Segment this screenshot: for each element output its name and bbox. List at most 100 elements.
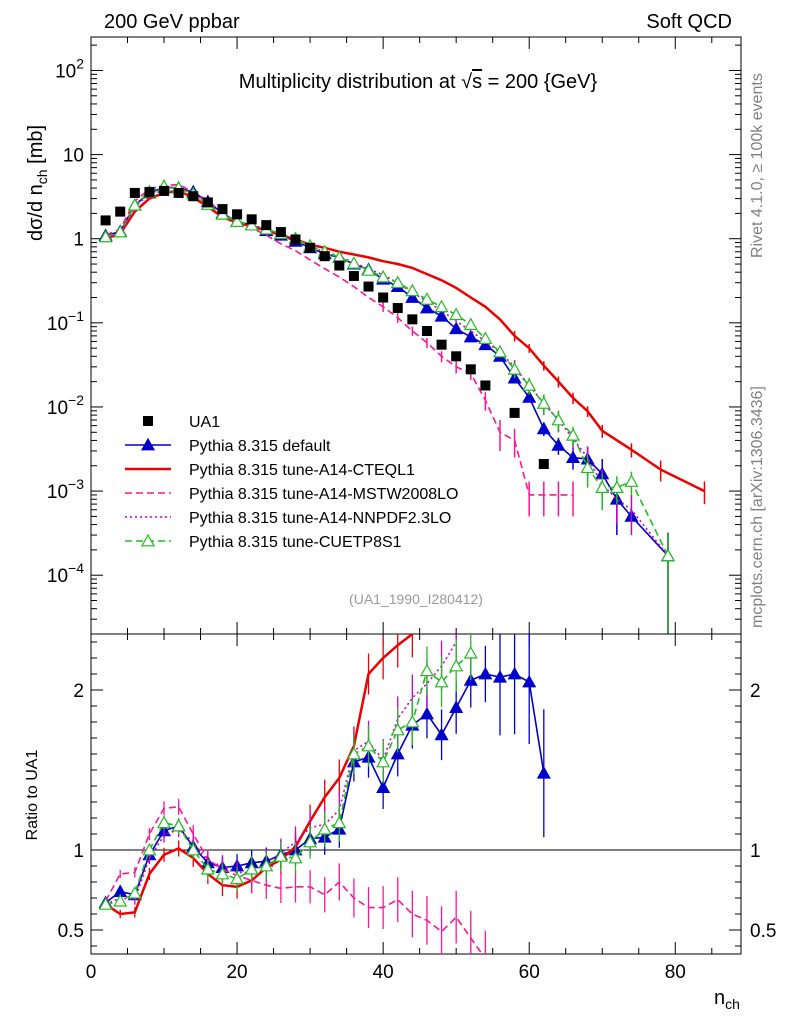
ratio-point — [273, 849, 288, 862]
ratio-axis-label: Ratio to UA1 — [24, 750, 41, 841]
series-point — [551, 438, 566, 451]
data-point — [144, 186, 155, 197]
x-tick-label: 20 — [226, 962, 247, 983]
x-tick-label: 40 — [373, 962, 394, 983]
ratio-point — [376, 754, 391, 768]
ratio-lines — [98, 634, 551, 954]
ratio-point — [200, 861, 215, 875]
series-point — [551, 412, 566, 426]
legend-label: Pythia 8.315 tune-A14-CTEQL1 — [189, 462, 415, 479]
data-point — [290, 234, 301, 245]
ratio-point — [449, 658, 464, 672]
data-point — [363, 281, 374, 292]
series-point — [522, 378, 537, 391]
chart-title-s: s — [472, 71, 482, 93]
ratio-series — [98, 634, 551, 954]
ratio-point — [449, 700, 464, 714]
data-point — [465, 364, 476, 375]
data-point — [392, 303, 403, 314]
data-point — [451, 351, 462, 362]
main-y-tick-label: 10−3 — [47, 476, 84, 503]
tick-exponent: 2 — [76, 55, 84, 71]
series-point — [405, 290, 420, 303]
series-point — [244, 217, 259, 231]
data-point — [261, 220, 272, 231]
data-point — [378, 292, 389, 303]
series-point — [595, 480, 610, 493]
data-point — [275, 227, 286, 238]
data-point — [334, 260, 345, 271]
ratio-point — [434, 674, 449, 688]
ratio-y-tick-label: 2 — [73, 681, 84, 702]
series-point — [434, 299, 449, 313]
ratio-point — [113, 893, 128, 907]
data-point — [129, 187, 140, 198]
data-point — [217, 204, 228, 215]
data-point — [232, 209, 243, 220]
main-y-tick-label: 10−1 — [47, 308, 84, 335]
x-axis-label-sub: ch — [725, 996, 740, 1012]
x-axis-label: nch — [714, 987, 740, 1012]
tick-base: 10 — [47, 398, 68, 419]
data-point — [100, 215, 111, 226]
ratio-point — [346, 746, 361, 760]
legend-label: Pythia 8.315 tune-A14-NNPDF2.3LO — [189, 510, 451, 527]
ratio-point — [390, 722, 405, 736]
ratio-point — [390, 746, 405, 760]
tick-exponent: −3 — [68, 476, 84, 492]
series-point — [566, 428, 581, 441]
series-point — [449, 307, 464, 321]
rivet-version: Rivet 4.1.0, ≥ 100k events — [749, 73, 766, 258]
y-axis-label: dσ/d nch [mb] — [25, 125, 50, 241]
data-point — [436, 339, 447, 350]
main-y-tick-label: 10−2 — [47, 392, 84, 419]
legend-label-data: UA1 — [189, 414, 220, 431]
ratio-line — [104, 634, 414, 916]
ratio-y-tick-label: 1 — [73, 841, 84, 862]
tick-base: 10 — [47, 482, 68, 503]
ratio-y-tick-label-right: 1 — [750, 841, 761, 862]
series-point — [536, 421, 551, 435]
legend-marker — [140, 437, 156, 451]
ratio-point — [230, 871, 245, 885]
series-point — [98, 229, 113, 243]
y-axis-label-unit: [mb] — [25, 125, 47, 169]
data-point — [202, 197, 213, 208]
data-point — [348, 271, 359, 282]
data-point — [509, 407, 520, 418]
data-point — [173, 187, 184, 198]
series-2 — [105, 183, 574, 517]
ratio-point — [157, 815, 172, 829]
series-point — [419, 292, 434, 305]
data-series — [100, 185, 549, 469]
tick-base: 10 — [55, 61, 76, 82]
series-point — [376, 269, 391, 283]
series-point — [492, 344, 508, 358]
ratio-point — [492, 669, 508, 683]
ratio-point — [186, 842, 201, 856]
main-y-tick-label: 1 — [73, 230, 84, 251]
series-line — [105, 183, 573, 496]
legend-label: Pythia 8.315 default — [189, 438, 331, 455]
ratio-point — [419, 663, 434, 677]
series-point — [463, 317, 478, 331]
ratio-frame — [90, 633, 742, 955]
header-right: Soft QCD — [646, 11, 732, 33]
ratio-point — [507, 666, 522, 680]
ratio-point — [244, 861, 259, 875]
tick-exponent: −1 — [68, 308, 84, 324]
series-point — [536, 396, 551, 409]
tick-base: 10 — [63, 146, 84, 167]
mcplots-credit: mcplots.cern.ch [arXiv:1306.3436] — [749, 386, 766, 628]
data-point — [538, 458, 549, 469]
header-left: 200 GeV ppbar — [104, 11, 240, 33]
y-axis-label-main: dσ/d n — [25, 184, 47, 241]
ratio-point — [288, 850, 303, 864]
main-series — [98, 179, 706, 634]
ratio-point — [405, 714, 420, 728]
ratio-point — [142, 842, 157, 856]
chart-title-root: √ — [461, 71, 472, 93]
data-point — [246, 214, 257, 225]
legend-label: Pythia 8.315 tune-A14-MSTW2008LO — [189, 486, 458, 503]
